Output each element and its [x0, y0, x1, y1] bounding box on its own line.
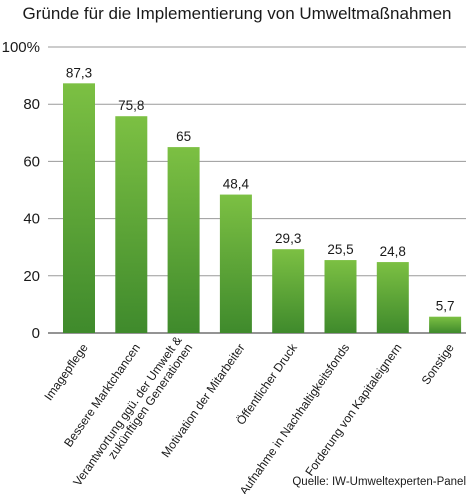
y-tick-label: 20	[23, 268, 40, 285]
y-tick-label: 0	[32, 325, 40, 342]
data-label: 75,8	[118, 98, 144, 113]
data-label: 48,4	[223, 177, 250, 192]
category-label: Forderung von Kapitaleignern	[302, 341, 404, 479]
bar	[167, 147, 200, 333]
x-tick-label: Sonstige	[419, 341, 457, 388]
bar	[272, 249, 305, 333]
data-label: 5,7	[436, 299, 455, 314]
data-label: 87,3	[66, 65, 92, 80]
y-tick-label: 60	[23, 153, 40, 170]
bars	[63, 83, 462, 334]
source-note: Quelle: IW-Umweltexperten-Panel	[292, 476, 466, 488]
bar	[324, 260, 357, 333]
data-label: 29,3	[275, 231, 301, 246]
data-label: 65	[176, 129, 191, 144]
y-tick-label: 100%	[2, 39, 40, 56]
bar	[429, 316, 462, 333]
category-label: Imagepflege	[41, 341, 91, 403]
data-label: 24,8	[380, 244, 406, 259]
value-labels: 87,3 75,8 65 48,4 29,3 25,5 24,8 5,7	[66, 65, 455, 313]
chart-title: Gründe für die Implementierung von Umwel…	[23, 4, 452, 23]
x-tick-label: Imagepflege	[41, 341, 91, 403]
category-label: Sonstige	[419, 341, 457, 388]
data-label: 25,5	[327, 242, 353, 257]
y-tick-label: 80	[23, 96, 40, 113]
x-tick-label: Aufnahme in Nachhaltigkeitsfonds	[237, 341, 353, 494]
bar	[63, 83, 95, 334]
y-axis-ticks: 0 20 40 60 80 100%	[2, 39, 40, 342]
category-label: Aufnahme in Nachhaltigkeitsfonds	[237, 341, 353, 494]
y-tick-label: 40	[23, 211, 40, 228]
bar	[376, 262, 409, 333]
bar	[115, 116, 148, 333]
bar	[219, 194, 252, 333]
x-tick-label: Forderung von Kapitaleignern	[302, 341, 404, 479]
